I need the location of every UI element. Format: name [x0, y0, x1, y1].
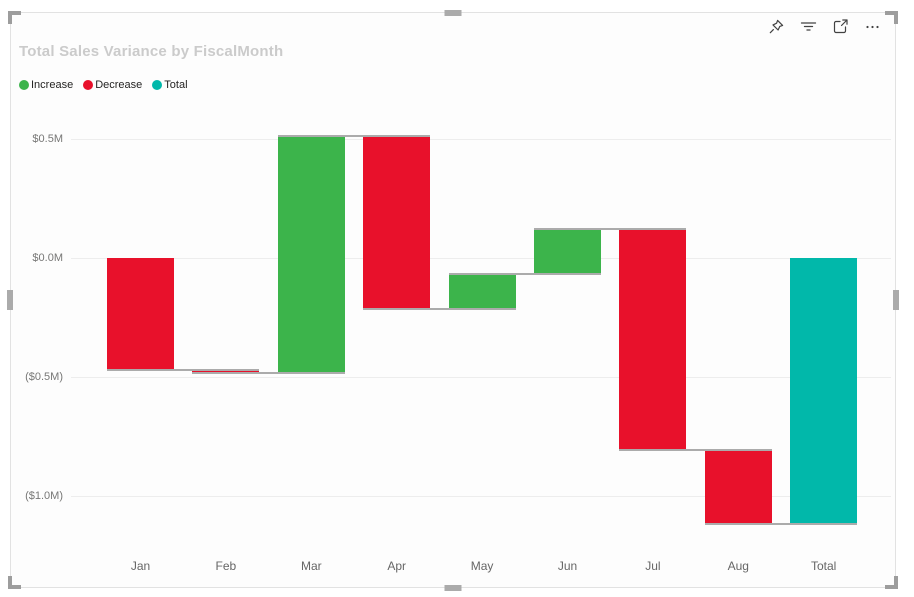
resize-handle-top[interactable]: [444, 10, 462, 16]
waterfall-bar-aug[interactable]: [704, 450, 772, 525]
y-axis-tick-label: $0.5M: [32, 133, 63, 145]
legend: Increase Decrease Total: [19, 79, 188, 91]
connector-line: [619, 449, 772, 452]
legend-item-increase[interactable]: Increase: [19, 79, 73, 91]
x-axis-tick-label: Jan: [130, 559, 151, 573]
waterfall-bar-mar[interactable]: [277, 135, 345, 373]
resize-handle-bottom-left[interactable]: [8, 576, 21, 589]
connector-line: [704, 523, 858, 526]
resize-handle-left[interactable]: [7, 290, 13, 310]
pin-icon[interactable]: [768, 18, 785, 35]
waterfall-bar-total[interactable]: [790, 258, 858, 525]
focus-mode-icon[interactable]: [832, 18, 849, 35]
waterfall-bar-feb[interactable]: [192, 369, 260, 373]
plot-area: $0.5M $0.0M ($0.5M) ($1.0M) Jan Feb Mar Apr May J…: [11, 13, 897, 589]
resize-handle-bottom[interactable]: [444, 585, 462, 591]
waterfall-bar-jan[interactable]: [107, 258, 174, 370]
y-axis-tick-label: ($0.5M): [25, 371, 63, 383]
more-options-icon[interactable]: [864, 18, 881, 35]
filter-icon[interactable]: [800, 18, 817, 35]
gridline: [71, 139, 891, 140]
x-axis-tick-label: Apr: [387, 559, 407, 573]
chart-title: Total Sales Variance by FiscalMonth: [19, 43, 284, 60]
resize-handle-bottom-right[interactable]: [885, 576, 898, 589]
connector-line: [107, 368, 260, 371]
visual-toolbar: [768, 18, 881, 35]
waterfall-bar-may[interactable]: [448, 273, 516, 309]
x-axis-tick-label: Feb: [215, 559, 237, 573]
legend-item-decrease[interactable]: Decrease: [83, 79, 142, 91]
decrease-dot-icon: [83, 80, 94, 90]
connector-line: [192, 371, 345, 374]
increase-dot-icon: [19, 80, 29, 90]
x-axis-tick-label: Aug: [727, 559, 749, 573]
x-axis-tick-label: Mar: [300, 559, 322, 573]
connector-line: [534, 227, 687, 230]
waterfall-bar-jul[interactable]: [619, 228, 687, 451]
x-axis-tick-label: Jun: [557, 559, 578, 573]
total-dot-icon: [152, 80, 163, 90]
connector-line: [277, 134, 431, 137]
resize-handle-right[interactable]: [893, 290, 899, 310]
waterfall-bar-apr[interactable]: [363, 135, 431, 309]
waterfall-chart-visual[interactable]: Total Sales Variance by FiscalMonth Incr…: [7, 10, 899, 591]
gridline: [71, 496, 891, 497]
gridline: [71, 258, 891, 259]
x-axis-tick-label: May: [470, 559, 494, 573]
y-axis-tick-label: ($1.0M): [25, 490, 63, 502]
resize-handle-top-left[interactable]: [8, 11, 21, 24]
resize-handle-top-right[interactable]: [885, 11, 898, 24]
waterfall-bar-jun[interactable]: [534, 228, 601, 274]
legend-item-total[interactable]: Total: [152, 79, 188, 91]
gridline: [71, 377, 891, 378]
x-axis-tick-label: Jul: [645, 559, 661, 573]
y-axis-tick-label: $0.0M: [32, 252, 63, 264]
x-axis-tick-label: Total: [811, 559, 837, 573]
connector-line: [363, 307, 516, 310]
connector-line: [448, 272, 601, 275]
